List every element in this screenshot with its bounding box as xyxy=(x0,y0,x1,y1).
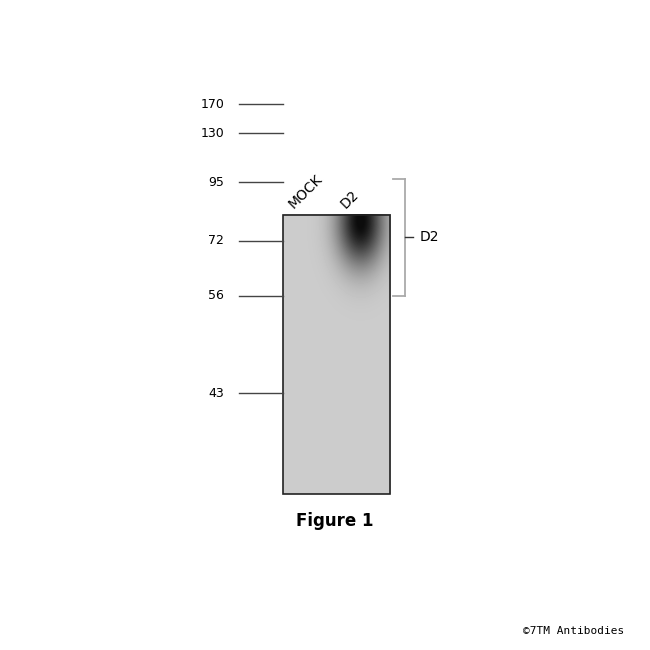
Text: 130: 130 xyxy=(200,127,224,140)
Text: MOCK: MOCK xyxy=(286,172,325,211)
Text: Figure 1: Figure 1 xyxy=(296,512,374,530)
Text: 72: 72 xyxy=(209,234,224,247)
Text: 170: 170 xyxy=(200,98,224,111)
Text: D2: D2 xyxy=(419,230,439,244)
Text: 43: 43 xyxy=(209,387,224,400)
Text: D2: D2 xyxy=(338,188,361,211)
Bar xyxy=(283,214,390,494)
Text: 56: 56 xyxy=(209,289,224,302)
Text: ©7TM Antibodies: ©7TM Antibodies xyxy=(523,626,624,636)
Text: 95: 95 xyxy=(209,176,224,188)
